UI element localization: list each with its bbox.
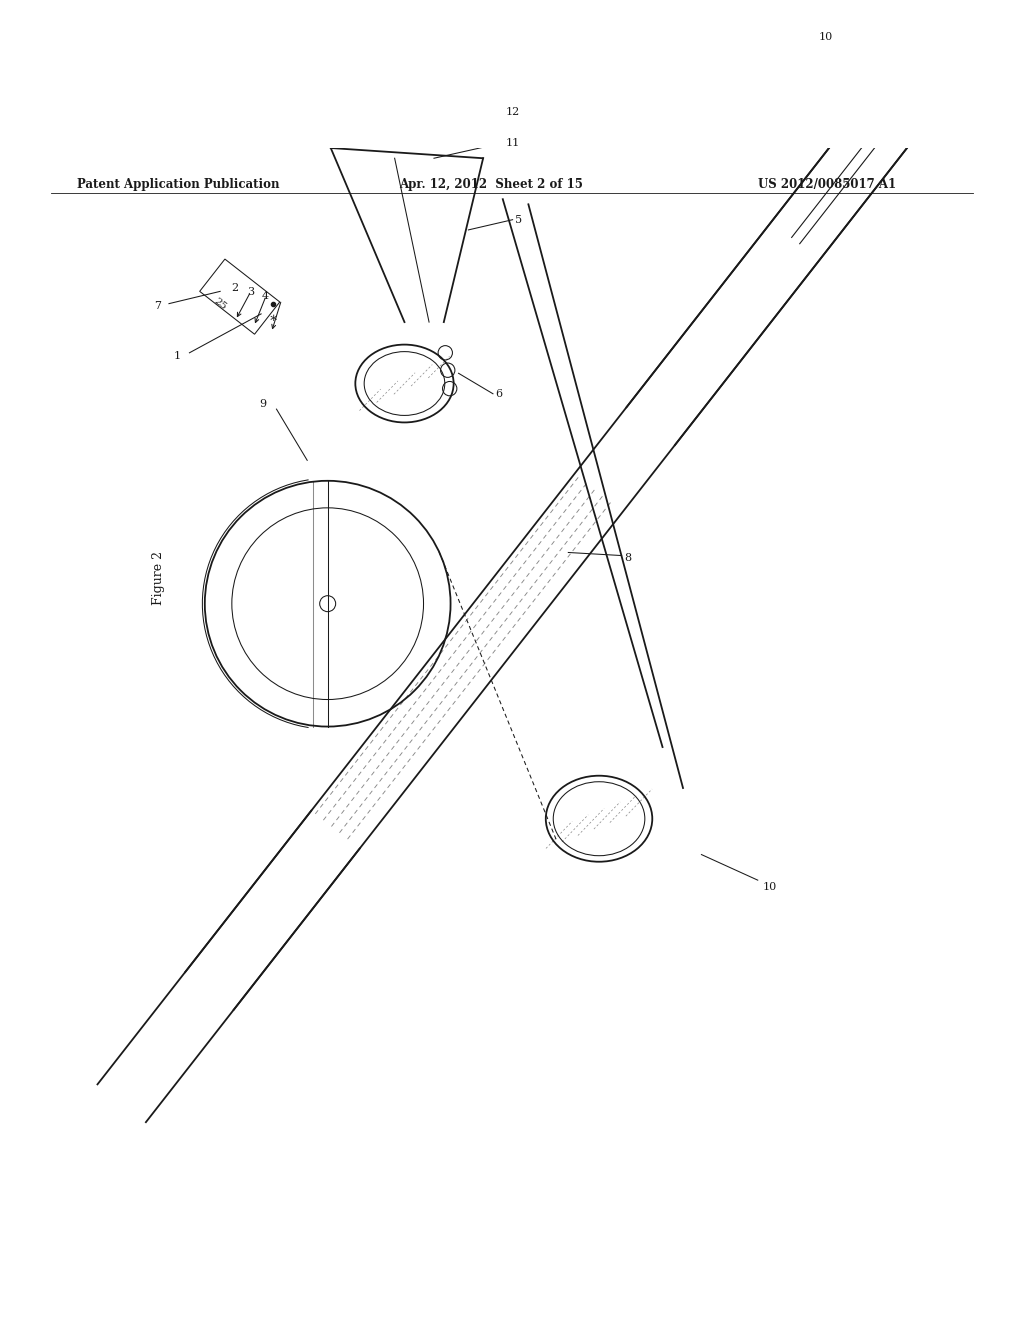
Text: 6: 6 xyxy=(496,389,503,399)
Text: 4: 4 xyxy=(262,292,269,301)
Text: Apr. 12, 2012  Sheet 2 of 15: Apr. 12, 2012 Sheet 2 of 15 xyxy=(399,178,584,191)
Text: 10: 10 xyxy=(763,882,777,892)
Text: 2: 2 xyxy=(231,284,239,293)
Text: Patent Application Publication: Patent Application Publication xyxy=(77,178,280,191)
Bar xyxy=(200,259,280,334)
Text: 12: 12 xyxy=(505,107,519,117)
Text: 10: 10 xyxy=(818,32,833,42)
Text: 5: 5 xyxy=(515,215,522,224)
Text: Figure 2: Figure 2 xyxy=(152,550,165,605)
Text: 1: 1 xyxy=(174,351,181,360)
Text: 8: 8 xyxy=(625,553,632,562)
Text: 7: 7 xyxy=(154,301,161,310)
Text: ∗: ∗ xyxy=(268,312,279,325)
Text: 9: 9 xyxy=(259,399,266,409)
Text: 25: 25 xyxy=(213,296,228,312)
Text: US 2012/0085017 A1: US 2012/0085017 A1 xyxy=(758,178,896,191)
Text: 11: 11 xyxy=(505,137,519,148)
Text: 3: 3 xyxy=(247,288,254,297)
